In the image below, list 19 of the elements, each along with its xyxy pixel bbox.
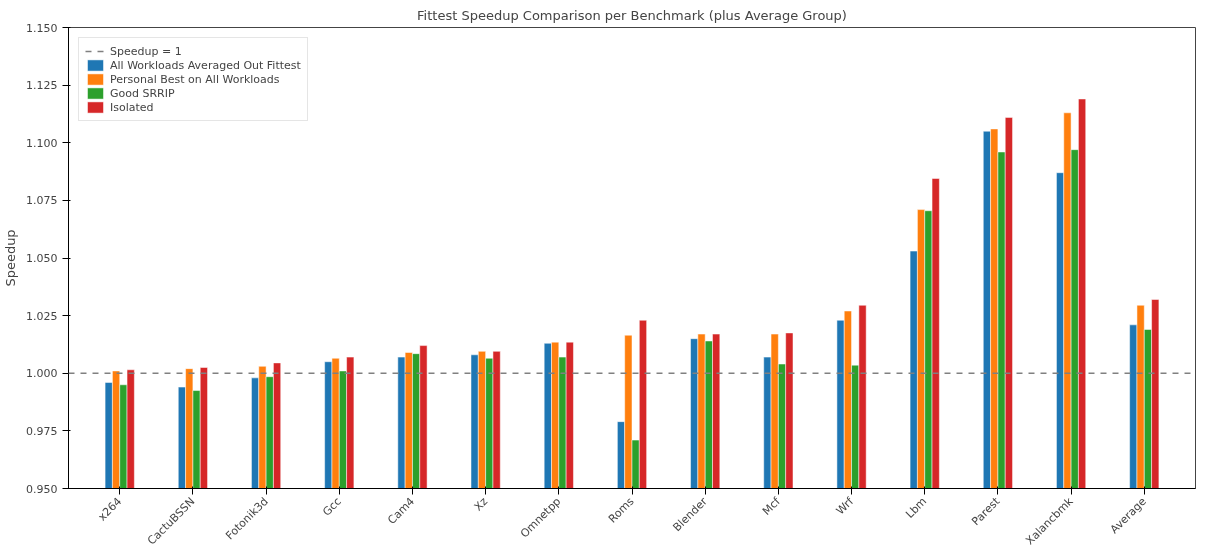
y-tick-label: 1.025 (26, 309, 58, 323)
x-tick-label: Wrf (833, 494, 857, 518)
y-tick-label: 1.000 (26, 367, 58, 381)
legend-label: Speedup = 1 (110, 44, 182, 58)
y-tick-label: 1.100 (26, 136, 58, 150)
y-axis-title: Speedup (3, 229, 19, 287)
legend-label: Isolated (110, 100, 154, 114)
y-tick-label: 1.050 (26, 252, 58, 265)
legend-label: Good SRRIP (110, 86, 175, 100)
y-tick-label: 0.950 (26, 482, 58, 496)
y-tick-label: 1.125 (26, 79, 58, 93)
chart-title: Fittest Speedup Comparison per Benchmark (plus Average Group) (417, 7, 847, 23)
y-tick-label: 1.150 (26, 21, 58, 35)
y-tick-label: 0.975 (26, 424, 58, 438)
x-tick-label: Gcc (320, 494, 344, 519)
x-tick-label: Xz (471, 494, 491, 514)
y-tick-label: 1.075 (26, 194, 58, 208)
legend-label: Personal Best on All Workloads (110, 72, 280, 86)
legend-label: All Workloads Averaged Out Fittest (110, 58, 301, 72)
